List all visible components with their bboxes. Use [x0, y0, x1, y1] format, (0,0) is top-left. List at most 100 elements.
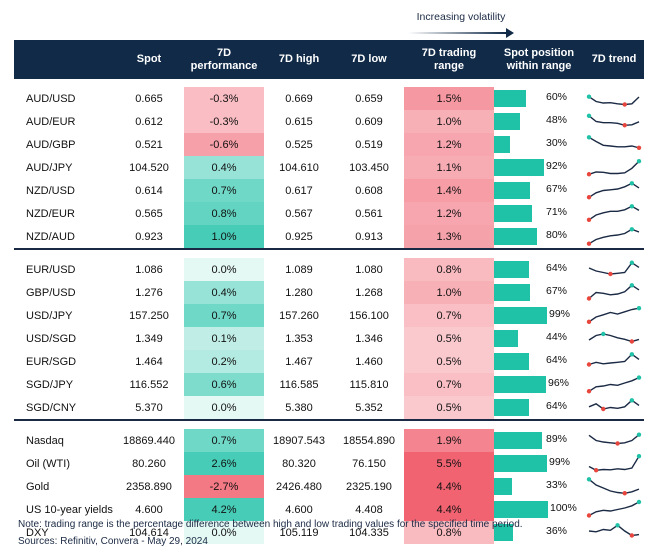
trend-cell: [584, 429, 644, 452]
trend-min-marker: [586, 241, 592, 246]
trend-cell: [584, 281, 644, 304]
position-bar: [494, 330, 518, 347]
spacer-cell: [14, 248, 114, 258]
spacer-cell: [494, 419, 584, 429]
position-value: 44%: [546, 331, 568, 343]
spot-value: 104.614: [129, 526, 169, 539]
trend-cell: [584, 133, 644, 156]
table-row: USD/JPY 157.250 0.7% 157.260 156.100 0.7% 99%: [14, 304, 644, 327]
low-value: 115.810: [349, 378, 389, 391]
position-bar: [494, 455, 547, 472]
position-bar: [494, 261, 529, 278]
trend-sparkline: [588, 453, 642, 473]
position-value: 99%: [549, 308, 571, 320]
position-bar: [494, 205, 532, 222]
table-row: AUD/EUR 0.612 -0.3% 0.615 0.609 1.0% 48%: [14, 110, 644, 133]
perf-value: 0.7%: [184, 304, 264, 327]
table-row: AUD/JPY 104.520 0.4% 104.610 103.450 1.1% 92%: [14, 156, 644, 179]
pair-name: DXY: [26, 526, 49, 539]
spot-value: 18869.440: [123, 434, 175, 447]
low-value: 156.100: [349, 309, 389, 322]
range-value: 1.0%: [404, 281, 494, 304]
spot-value: 157.250: [129, 309, 169, 322]
trend-max-marker: [586, 477, 592, 482]
position-value: 80%: [546, 229, 568, 241]
trend-sparkline: [586, 204, 640, 222]
trend-cell: [584, 179, 644, 202]
position-cell: 64%: [494, 396, 584, 420]
spot-value: 0.612: [135, 115, 163, 128]
range-value: 0.5%: [404, 350, 494, 373]
position-cell: 67%: [494, 281, 584, 304]
range-value: 0.8%: [404, 521, 494, 544]
position-cell: 80%: [494, 225, 584, 249]
range-value: 1.1%: [404, 156, 494, 179]
position-bar: [494, 478, 512, 495]
trend-min-marker: [629, 339, 635, 344]
perf-value: -0.6%: [184, 133, 264, 156]
pair-name: AUD/USD: [26, 92, 76, 105]
spot-value: 5.370: [135, 401, 163, 414]
low-value: 0.561: [355, 207, 383, 220]
trend-max-marker: [629, 283, 635, 288]
trend-sparkline: [586, 352, 640, 367]
range-value: 1.4%: [404, 179, 494, 202]
table-row: NZD/USD 0.614 0.7% 0.617 0.608 1.4% 67%: [14, 179, 644, 202]
header-range-label: 7D trading range: [421, 46, 477, 72]
trend-min-marker: [622, 102, 627, 107]
trend-cell: [584, 304, 644, 327]
spacer-cell: [334, 419, 404, 429]
high-value: 0.925: [285, 230, 313, 243]
trend-line: [588, 96, 640, 106]
perf-value: 0.1%: [184, 327, 264, 350]
range-value: 0.5%: [404, 327, 494, 350]
header-range: 7D trading range: [404, 40, 494, 79]
trend-min-marker: [622, 123, 627, 128]
position-value: 67%: [546, 183, 568, 195]
range-value: 5.5%: [404, 452, 494, 475]
trend-min-marker: [622, 491, 627, 496]
perf-value: 1.0%: [184, 225, 264, 249]
range-value: 4.4%: [404, 498, 494, 521]
low-value: 1.080: [355, 263, 383, 276]
spacer-cell: [334, 79, 404, 87]
pair-name: SGD/JPY: [26, 378, 74, 391]
trend-min-marker: [586, 172, 592, 177]
position-bar: [494, 136, 510, 153]
position-bar: [494, 90, 526, 107]
high-value: 5.380: [285, 401, 313, 414]
trend-cell: [584, 521, 644, 544]
position-cell: 71%: [494, 202, 584, 225]
high-value: 1.353: [285, 332, 313, 345]
range-value: 4.4%: [404, 475, 494, 498]
position-value: 100%: [550, 502, 577, 514]
trend-line: [588, 160, 640, 175]
trend-cell: [584, 452, 644, 475]
spacer-cell: [494, 79, 584, 87]
header-perf-label: 7D performance: [190, 46, 258, 72]
spacer-cell: [184, 248, 264, 258]
volatility-legend: Increasing volatility: [408, 8, 514, 38]
spacer-cell: [184, 419, 264, 429]
pair-name: NZD/EUR: [26, 207, 75, 220]
table-row: GBP/USD 1.276 0.4% 1.280 1.268 1.0% 67%: [14, 281, 644, 304]
trend-cell: [584, 87, 644, 110]
position-cell: 89%: [494, 429, 584, 452]
spot-value: 0.521: [135, 138, 163, 151]
spacer-cell: [404, 248, 494, 258]
spacer-cell: [264, 419, 334, 429]
trend-sparkline: [586, 113, 640, 128]
high-value: 157.260: [279, 309, 319, 322]
trend-sparkline: [588, 523, 640, 538]
table-body: AUD/USD 0.665 -0.3% 0.669 0.659 1.5% 60% AUD/EU…: [14, 79, 644, 544]
position-value: 92%: [546, 160, 568, 172]
spot-value: 1.349: [135, 332, 163, 345]
range-value: 0.8%: [404, 258, 494, 281]
trend-max-marker: [636, 499, 642, 505]
trend-line: [588, 136, 640, 149]
high-value: 4.600: [285, 503, 313, 516]
low-value: 18554.890: [343, 434, 395, 447]
trend-min-marker: [608, 271, 613, 277]
table-row: USD/SGD 1.349 0.1% 1.353 1.346 0.5% 44%: [14, 327, 644, 350]
position-value: 89%: [546, 433, 568, 445]
